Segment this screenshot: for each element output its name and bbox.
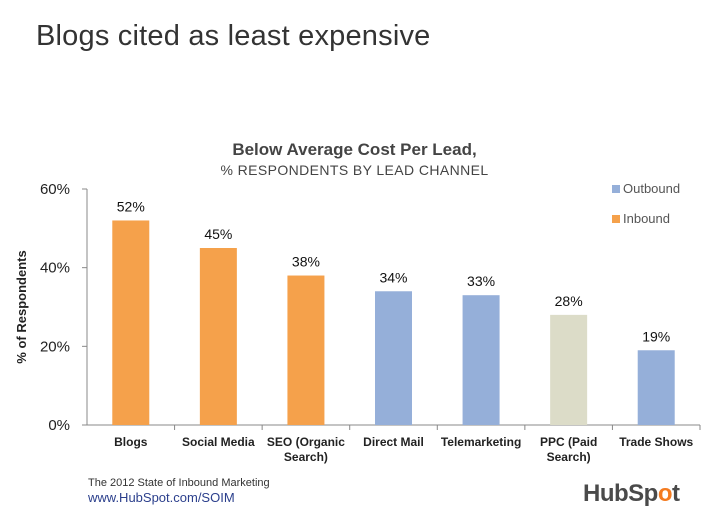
bar: [199, 248, 237, 425]
data-label: 45%: [204, 226, 232, 242]
y-axis-label: % of Respondents: [14, 250, 29, 363]
bar: [112, 220, 150, 425]
data-label: 52%: [117, 198, 145, 214]
bar: [287, 275, 325, 425]
hubspot-logo: HubSpot: [583, 480, 680, 507]
x-tick-label: Trade Shows: [619, 435, 693, 449]
legend-label: Inbound: [623, 211, 670, 226]
legend-label: Outbound: [623, 181, 680, 196]
chart-title: Below Average Cost Per Lead,: [232, 140, 477, 159]
bar: [462, 295, 500, 425]
y-tick-label: 0%: [48, 417, 70, 434]
data-label: 33%: [467, 273, 495, 289]
x-tick-label: Direct Mail: [363, 435, 424, 449]
data-label: 19%: [642, 328, 670, 344]
data-label: 28%: [555, 293, 583, 309]
source-link[interactable]: www.HubSpot.com/SOIM: [88, 490, 235, 505]
x-tick-label: Blogs: [114, 435, 148, 449]
bar: [375, 291, 412, 425]
data-label: 38%: [292, 254, 320, 270]
x-tick-label: SEO (Organic Search): [267, 435, 345, 464]
bar: [637, 350, 675, 425]
source-note: The 2012 State of Inbound Marketing: [88, 477, 270, 489]
x-tick-label: Telemarketing: [441, 435, 521, 449]
y-tick-label: 40%: [40, 260, 70, 277]
legend-swatch: [612, 185, 620, 193]
legend-swatch: [612, 215, 620, 223]
data-label: 34%: [379, 269, 407, 285]
chart-subtitle: % RESPONDENTS BY LEAD CHANNEL: [220, 162, 489, 178]
x-tick-label: Social Media: [182, 435, 255, 449]
slide-title: Blogs cited as least expensive: [36, 20, 431, 52]
x-tick-label: PPC (Paid Search): [540, 435, 597, 464]
y-tick-label: 20%: [40, 338, 70, 355]
y-tick-label: 60%: [40, 181, 70, 198]
bar: [550, 314, 588, 425]
